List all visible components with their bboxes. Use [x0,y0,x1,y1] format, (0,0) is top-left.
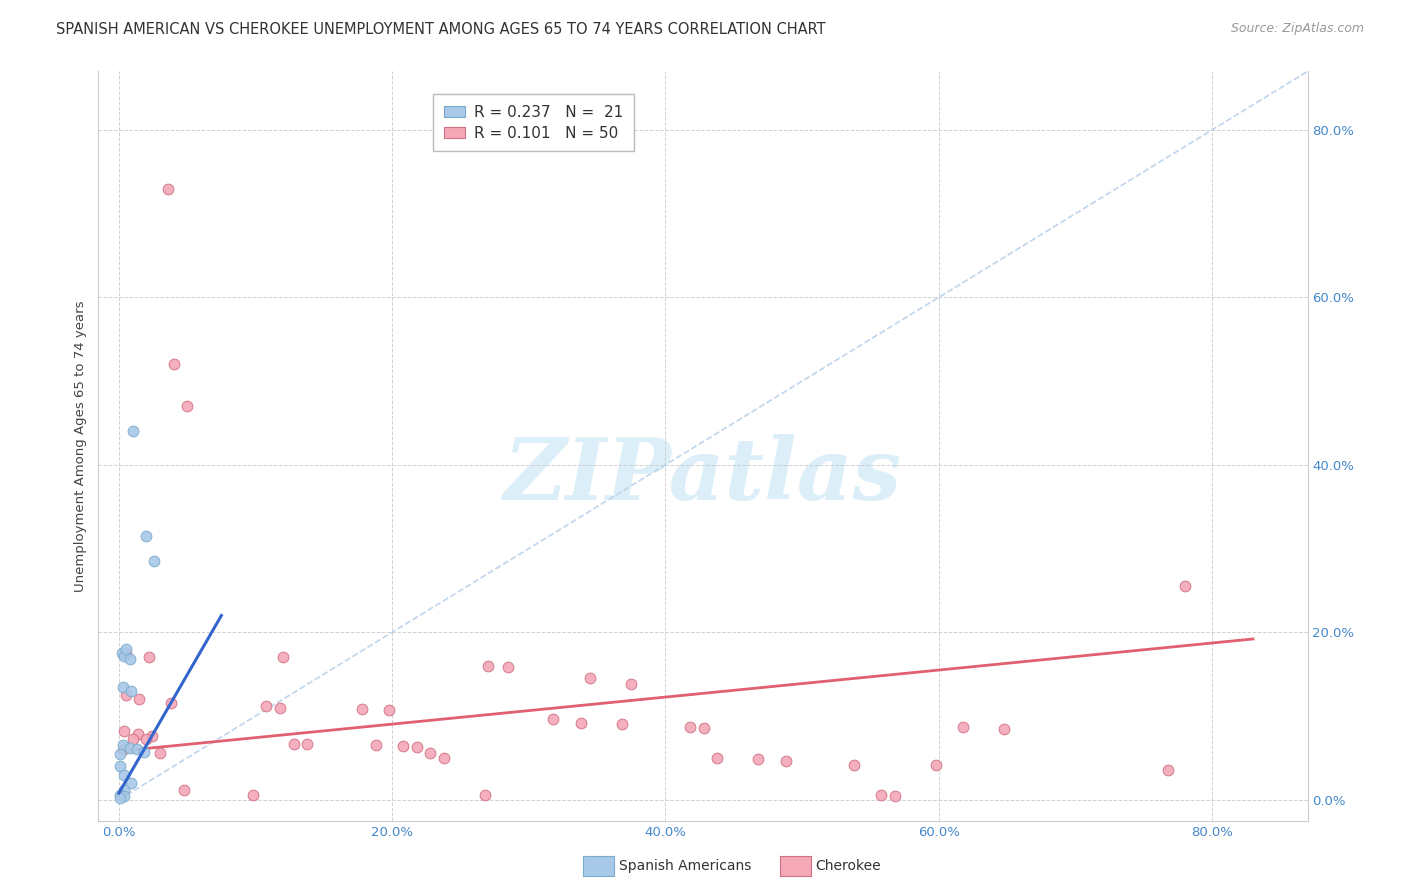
Point [118,652,141,666]
Point [121,731,143,746]
Point [579,671,602,685]
Point [127,727,149,741]
Point [173,782,195,797]
Point [352,702,374,716]
Text: ZIPatlas: ZIPatlas [503,434,903,517]
Point [283,737,305,751]
Point [842,757,865,772]
Point [775,754,797,768]
Point [112,742,135,756]
Point [111,680,134,694]
Point [269,700,291,714]
Point [135,529,157,543]
Text: Source: ZipAtlas.com: Source: ZipAtlas.com [1230,22,1364,36]
Point [433,751,456,765]
Point [747,752,769,766]
Point [135,732,157,747]
Point [543,711,565,725]
Point [620,677,643,691]
Point [925,758,948,772]
Point [378,703,401,717]
Point [120,776,142,790]
Point [474,788,496,802]
Point [498,660,520,674]
Point [141,729,163,743]
Legend: R = 0.237   N =  21, R = 0.101   N = 50: R = 0.237 N = 21, R = 0.101 N = 50 [433,94,634,152]
Point [419,746,441,760]
Point [111,739,134,753]
Point [112,789,135,803]
Point [364,739,387,753]
Point [120,684,142,698]
Point [176,399,198,413]
Point [1157,763,1180,777]
Y-axis label: Unemployment Among Ages 65 to 74 years: Unemployment Among Ages 65 to 74 years [75,301,87,591]
Point [884,789,907,803]
Point [112,782,135,797]
Point [112,767,135,781]
Point [128,692,150,706]
Point [162,357,184,371]
Point [692,721,714,735]
Point [706,751,728,765]
Text: SPANISH AMERICAN VS CHEROKEE UNEMPLOYMENT AMONG AGES 65 TO 74 YEARS CORRELATION : SPANISH AMERICAN VS CHEROKEE UNEMPLOYMEN… [56,22,825,37]
Point [138,650,160,665]
Point [114,688,136,702]
Point [477,658,499,673]
Point [132,745,155,759]
Point [569,715,592,730]
Point [114,642,136,657]
Point [143,554,166,568]
Point [121,425,143,439]
Point [110,788,132,802]
Point [112,648,135,663]
Point [149,746,172,760]
Point [160,697,183,711]
Point [405,739,427,754]
Point [256,698,278,713]
Text: Cherokee: Cherokee [815,859,882,873]
Point [297,738,319,752]
Point [111,646,134,660]
Text: Spanish Americans: Spanish Americans [619,859,751,873]
Point [392,739,415,753]
Point [110,759,132,773]
Point [110,791,132,805]
Point [157,181,180,195]
Point [112,724,135,739]
Point [242,788,264,802]
Point [125,742,148,756]
Point [118,740,141,755]
Point [993,722,1015,736]
Point [610,717,633,731]
Point [679,720,702,734]
Point [952,720,974,734]
Point [110,747,132,761]
Point [1174,579,1197,593]
Point [114,646,136,660]
Point [271,650,294,665]
Point [870,788,893,802]
